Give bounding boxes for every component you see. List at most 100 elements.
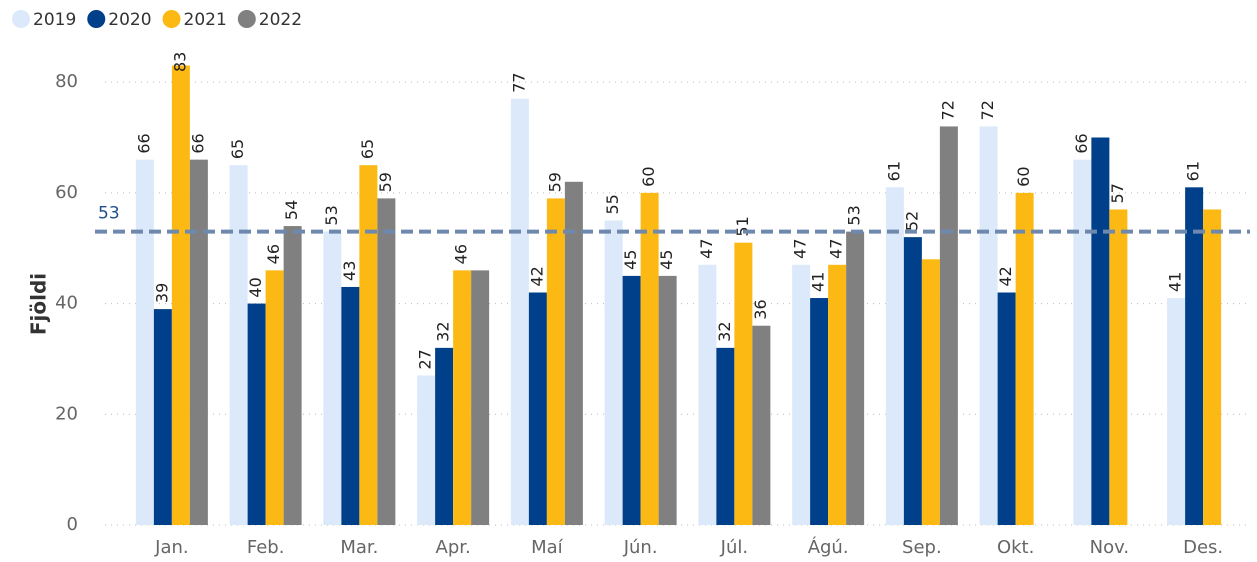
- bar: [622, 275, 641, 525]
- legend-swatch: [162, 10, 181, 28]
- bar: [1167, 298, 1186, 525]
- x-tick-label: Feb.: [247, 537, 285, 558]
- bar: [640, 192, 659, 525]
- y-tick-label: 80: [55, 71, 78, 92]
- value-label: 66: [188, 133, 207, 153]
- x-tick-label: Maí: [531, 537, 564, 558]
- value-label: 47: [697, 238, 716, 258]
- bar: [1203, 209, 1222, 525]
- bar: [1015, 192, 1034, 525]
- bar: [453, 270, 472, 525]
- value-label: 65: [358, 139, 377, 159]
- value-label: 45: [621, 250, 640, 270]
- value-label: 55: [603, 194, 622, 214]
- y-axis-label: Fjöldi: [27, 273, 51, 335]
- bar: [604, 220, 623, 526]
- value-label: 40: [246, 277, 265, 297]
- value-label: 42: [996, 266, 1015, 286]
- value-label: 72: [978, 100, 997, 120]
- x-tick-label: Jún.: [623, 537, 658, 558]
- x-tick-label: Apr.: [436, 537, 471, 558]
- legend-label: 2022: [259, 10, 302, 30]
- y-tick-label: 40: [55, 293, 78, 314]
- legend-label: 2021: [184, 10, 227, 30]
- bar: [359, 165, 378, 525]
- value-label: 41: [809, 272, 828, 292]
- reference-label: 53: [98, 204, 120, 224]
- legend-label: 2020: [108, 10, 151, 30]
- bar: [528, 292, 547, 525]
- x-tick-label: Des.: [1183, 537, 1223, 558]
- bar: [846, 231, 865, 525]
- legend-swatch: [87, 10, 106, 28]
- bar: [828, 264, 847, 525]
- bar: [564, 181, 583, 526]
- bar: [752, 325, 771, 525]
- value-label: 60: [639, 166, 658, 186]
- bar: [939, 126, 958, 525]
- value-label: 61: [884, 161, 903, 181]
- value-label: 59: [545, 172, 564, 192]
- value-label: 57: [1108, 183, 1127, 203]
- value-label: 66: [134, 133, 153, 153]
- value-label: 83: [170, 52, 189, 72]
- bar: [247, 303, 266, 525]
- x-tick-label: Jan.: [154, 537, 188, 558]
- value-label: 61: [1184, 161, 1203, 181]
- value-label: 36: [751, 299, 770, 319]
- value-label: 47: [791, 238, 810, 258]
- value-label: 27: [416, 349, 435, 369]
- bar: [283, 226, 302, 526]
- bar: [1109, 209, 1128, 525]
- legend-label: 2019: [33, 10, 76, 30]
- bar: [1185, 187, 1204, 526]
- bar: [810, 298, 829, 525]
- bar: [323, 231, 342, 525]
- value-label: 32: [434, 321, 453, 341]
- bar: [341, 286, 360, 525]
- bar: [885, 187, 904, 526]
- value-label: 51: [733, 216, 752, 236]
- value-label: 46: [452, 244, 471, 264]
- value-label: 46: [264, 244, 283, 264]
- value-label: 54: [282, 200, 301, 220]
- value-label: 32: [715, 321, 734, 341]
- bar: [734, 242, 753, 525]
- bar: [546, 198, 565, 525]
- legend-swatch: [12, 10, 30, 28]
- bar: [903, 237, 922, 525]
- x-tick-label: Mar.: [340, 537, 378, 558]
- value-label: 66: [1072, 133, 1091, 153]
- bar: [135, 159, 154, 525]
- bar: [658, 275, 677, 525]
- bar: [189, 159, 208, 525]
- value-label: 52: [902, 211, 921, 231]
- value-label: 53: [845, 205, 864, 225]
- bar: [471, 270, 490, 525]
- x-tick-label: Sep.: [902, 537, 942, 558]
- bar: [435, 347, 454, 525]
- value-label: 42: [527, 266, 546, 286]
- value-label: 59: [376, 172, 395, 192]
- bar: [979, 126, 998, 525]
- bar: [417, 375, 436, 525]
- bar: [265, 270, 284, 525]
- x-tick-label: Ágú.: [808, 536, 849, 558]
- bar: [921, 259, 940, 525]
- bar: [377, 198, 396, 525]
- value-label: 43: [340, 261, 359, 281]
- value-label: 39: [152, 283, 171, 303]
- bar: [997, 292, 1016, 525]
- value-label: 45: [657, 250, 676, 270]
- value-label: 47: [827, 238, 846, 258]
- bar: [698, 264, 717, 525]
- value-label: 65: [228, 139, 247, 159]
- bar: [153, 309, 172, 525]
- bar: [229, 165, 248, 525]
- bar: [1091, 137, 1110, 525]
- x-tick-label: Okt.: [997, 537, 1034, 558]
- value-label: 41: [1166, 272, 1185, 292]
- x-tick-label: Nov.: [1090, 537, 1129, 558]
- legend-swatch: [237, 10, 256, 28]
